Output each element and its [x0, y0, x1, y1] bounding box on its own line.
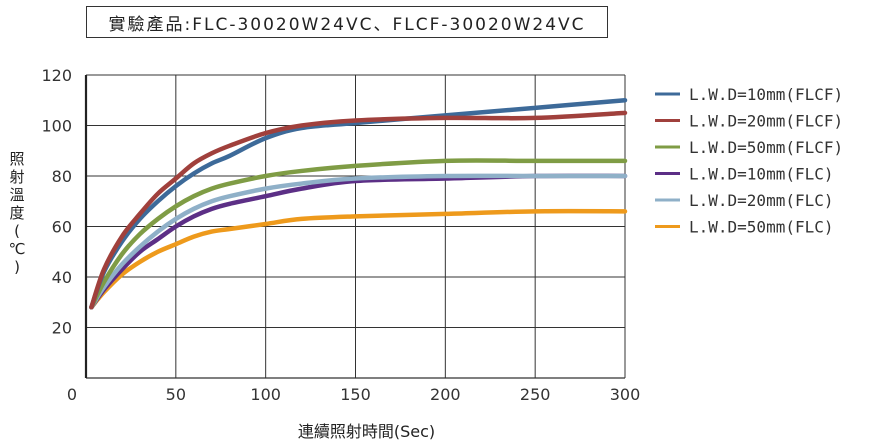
series-lines — [89, 98, 628, 310]
series-line — [89, 208, 628, 310]
y-axis-label-char: 照 — [9, 150, 25, 168]
x-axis-label-wrap: 連續照射時間(Sec) — [0, 418, 883, 442]
series-line — [89, 98, 628, 310]
x-tick-label: 200 — [430, 385, 461, 404]
y-tick-labels: 20 40 60 80 100 120 — [41, 66, 72, 338]
y-axis-label: 照射溫度(℃) — [6, 150, 28, 276]
x-tick-label: 100 — [250, 385, 281, 404]
y-tick-label: 120 — [41, 66, 72, 85]
y-tick-label: 60 — [52, 218, 72, 237]
y-axis-label-char: 度 — [9, 204, 25, 222]
series-line — [89, 110, 628, 310]
x-tick-label: 150 — [340, 385, 371, 404]
legend-label: L.W.D=50mm(FLCF) — [689, 138, 843, 157]
legend-label: L.W.D=20mm(FLCF) — [689, 112, 843, 131]
x-axis-label: 連續照射時間(Sec) — [297, 422, 436, 441]
chart-title: 實驗產品:FLC-30020W24VC、FLCF-30020W24VC — [86, 6, 608, 38]
legend-label: L.W.D=20mm(FLC) — [689, 191, 834, 210]
y-tick-label: 20 — [52, 319, 72, 338]
legend-label: L.W.D=10mm(FLCF) — [689, 85, 843, 104]
x-tick-label: 300 — [610, 385, 641, 404]
x-tick-labels: 0 50 100 150 200 250 300 — [67, 385, 640, 404]
x-tick-label: 250 — [520, 385, 551, 404]
y-tick-label: 80 — [52, 167, 72, 186]
legend-label: L.W.D=50mm(FLC) — [689, 218, 834, 237]
y-tick-label: 40 — [52, 268, 72, 287]
y-tick-label: 100 — [41, 117, 72, 136]
legend: L.W.D=10mm(FLCF) L.W.D=20mm(FLCF) L.W.D=50… — [655, 85, 843, 237]
series-line — [89, 173, 628, 310]
series-line — [89, 158, 628, 310]
series-line — [89, 173, 628, 310]
y-axis-label-char: 射 — [9, 168, 25, 186]
y-axis-label-char: ( — [14, 222, 20, 240]
x-tick-label: 0 — [67, 385, 77, 404]
legend-label: L.W.D=10mm(FLC) — [689, 165, 834, 184]
y-axis-label-char: 溫 — [9, 186, 25, 204]
y-axis-label-char: ) — [14, 258, 20, 276]
y-axis-label-char: ℃ — [8, 240, 26, 258]
grid — [84, 74, 626, 379]
x-tick-label: 50 — [166, 385, 186, 404]
